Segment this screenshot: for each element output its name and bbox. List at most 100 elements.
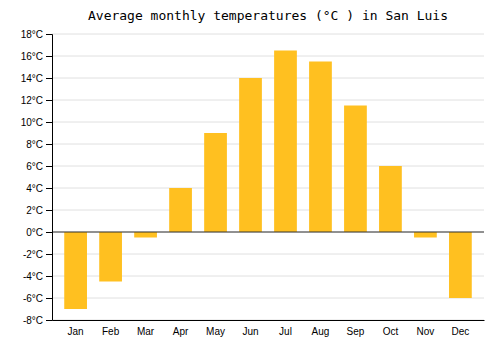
y-tick: -4°C (23, 271, 52, 282)
grid-line (52, 122, 484, 123)
grid-line (52, 210, 484, 211)
y-tick-label: -2°C (23, 249, 43, 260)
y-tick: 2°C (26, 205, 52, 216)
bar (239, 78, 262, 232)
y-tick-label: 10°C (21, 117, 43, 128)
x-tick-label: Apr (173, 326, 189, 337)
y-tick-label: 16°C (21, 51, 43, 62)
y-axis-line (46, 35, 53, 321)
grid (52, 34, 484, 320)
y-tick: 8°C (26, 139, 52, 150)
y-tick-mark (46, 188, 52, 189)
y-tick: 16°C (21, 51, 52, 62)
x-tick-label: Jun (242, 326, 258, 337)
plot-area: -8°C -6°C -4°C -2°C 0°C 2°C 4°C 6°C 8°C 10°C 12°C 1… (21, 29, 485, 337)
y-tick: 12°C (21, 95, 52, 106)
grid-line (52, 56, 484, 57)
x-tick-label: Aug (312, 326, 330, 337)
y-tick-mark (46, 298, 52, 299)
bar (309, 62, 332, 233)
x-axis: Jan Feb Mar Apr May Jun Jul Aug Sep Oct Nov Dec (53, 321, 485, 338)
grid-line (52, 78, 484, 79)
y-tick-label: -8°C (23, 315, 43, 326)
y-tick: -2°C (23, 249, 52, 260)
x-tick: May (206, 326, 225, 337)
y-tick: 6°C (26, 161, 52, 172)
grid-line (52, 144, 484, 145)
y-tick-mark (46, 166, 52, 167)
x-tick-label: Mar (137, 326, 155, 337)
y-tick-mark (46, 122, 52, 123)
grid-line (52, 298, 484, 299)
y-tick-mark (46, 232, 52, 233)
y-tick: 10°C (21, 117, 52, 128)
y-tick: -8°C (23, 315, 52, 326)
y-tick-mark (46, 210, 52, 211)
y-tick-mark (46, 320, 52, 321)
title: Average monthly temperatures (°C ) in Sa… (88, 8, 448, 23)
y-tick-mark (46, 276, 52, 277)
bar (134, 232, 157, 238)
y-tick-label: 18°C (21, 29, 43, 40)
x-tick: Jul (279, 326, 292, 337)
x-tick-label: Nov (417, 326, 435, 337)
y-tick-label: -6°C (23, 293, 43, 304)
bar (99, 232, 122, 282)
x-tick: Dec (451, 326, 469, 337)
bar (274, 51, 297, 233)
y-tick-mark (46, 56, 52, 57)
x-tick: Jan (68, 326, 84, 337)
y-tick-label: 4°C (26, 183, 43, 194)
y-tick-mark (46, 100, 52, 101)
x-tick: Nov (417, 326, 435, 337)
y-tick-mark (46, 78, 52, 79)
y-tick: -6°C (23, 293, 52, 304)
x-tick: Mar (137, 326, 155, 337)
bars (52, 51, 484, 310)
y-tick-label: 2°C (26, 205, 43, 216)
y-tick-label: 14°C (21, 73, 43, 84)
y-tick-mark (46, 34, 52, 35)
bar (414, 232, 437, 238)
y-axis: -8°C -6°C -4°C -2°C 0°C 2°C 4°C 6°C 8°C 10°C 12°C 1… (21, 29, 53, 326)
y-tick-mark (46, 254, 52, 255)
grid-line (52, 34, 484, 35)
x-tick-label: Jul (279, 326, 292, 337)
bar (64, 232, 87, 309)
x-tick: Oct (383, 326, 399, 337)
grid-line (52, 100, 484, 101)
bar (344, 106, 367, 233)
x-tick: Sep (347, 326, 365, 337)
chart: -8°C -6°C -4°C -2°C 0°C 2°C 4°C 6°C 8°C 10°C 12°C 1… (0, 0, 500, 350)
y-tick: 14°C (21, 73, 52, 84)
bar (449, 232, 472, 298)
y-tick: 0°C (26, 227, 52, 238)
x-tick-label: Jan (68, 326, 84, 337)
y-tick-label: 12°C (21, 95, 43, 106)
bar (379, 166, 402, 232)
x-tick: Jun (242, 326, 258, 337)
x-tick: Apr (173, 326, 189, 337)
x-tick-label: May (206, 326, 225, 337)
y-tick-label: 0°C (26, 227, 43, 238)
y-tick-label: 8°C (26, 139, 43, 150)
x-tick-label: Dec (451, 326, 469, 337)
y-tick-label: 6°C (26, 161, 43, 172)
y-tick-mark (46, 144, 52, 145)
x-axis-line (53, 320, 485, 321)
x-tick-label: Oct (383, 326, 399, 337)
x-tick-label: Feb (102, 326, 120, 337)
x-tick-label: Sep (347, 326, 365, 337)
bar (169, 188, 192, 232)
x-tick: Aug (312, 326, 330, 337)
grid-line (52, 320, 484, 321)
grid-line (52, 166, 484, 167)
bar (204, 133, 227, 232)
y-tick: 4°C (26, 183, 52, 194)
grid-line (52, 232, 484, 233)
x-tick: Feb (102, 326, 120, 337)
baseline (52, 231, 484, 232)
y-tick: 18°C (21, 29, 52, 40)
y-tick-label: -4°C (23, 271, 43, 282)
grid-line (52, 188, 484, 189)
